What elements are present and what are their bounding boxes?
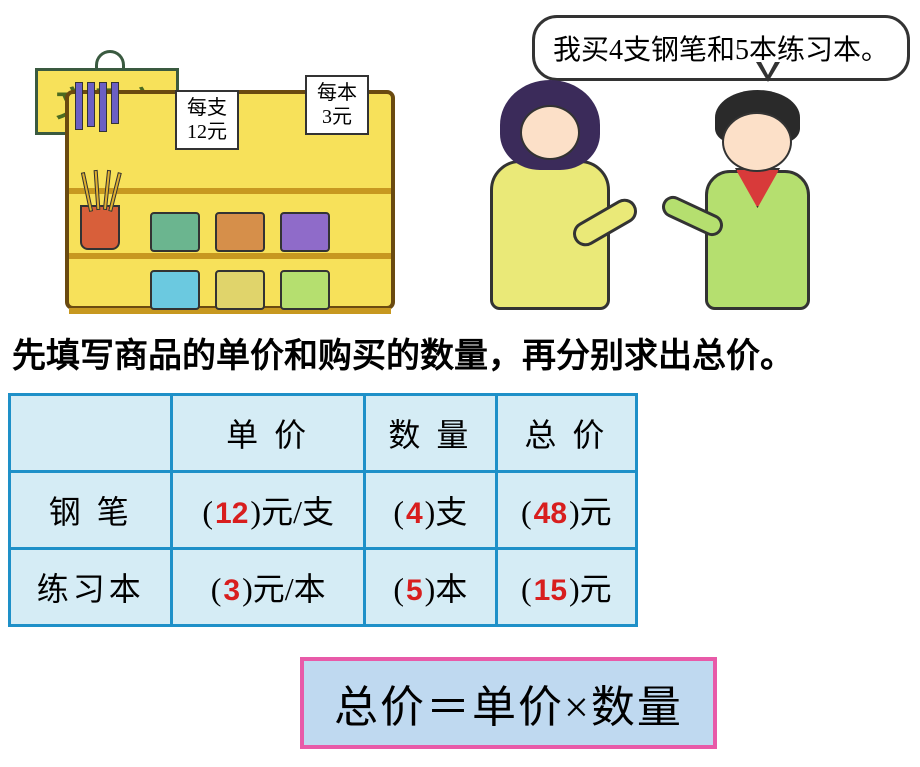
table-row: 练习本 (3)元/本 (5)本 (15)元 <box>10 549 637 626</box>
pen-total-cell: (48)元 <box>496 472 636 549</box>
pen-total-value: 48 <box>532 497 569 530</box>
notebook-total-value: 15 <box>532 574 569 607</box>
book-price-tag: 每本 3元 <box>305 75 369 135</box>
pen-tag-line2: 12元 <box>187 120 227 144</box>
book-tag-line2: 3元 <box>317 105 357 129</box>
pen-price-value: 12 <box>213 497 250 530</box>
notebook-total-unit: 元 <box>580 571 612 607</box>
pen-tag-line1: 每支 <box>187 96 227 120</box>
pen-qty-unit: 支 <box>435 494 467 530</box>
pen-price-tag: 每支 12元 <box>175 90 239 150</box>
table-row: 钢 笔 (12)元/支 (4)支 (48)元 <box>10 472 637 549</box>
pen-price-unit: 元/支 <box>261 494 334 530</box>
header-price: 单 价 <box>172 395 365 472</box>
pen-price-cell: (12)元/支 <box>172 472 365 549</box>
notebook-price-value: 3 <box>221 574 242 607</box>
pencil-cup-icon <box>80 205 120 250</box>
table-header-row: 单 价 数 量 总 价 <box>10 395 637 472</box>
notebook-price-unit: 元/本 <box>253 571 326 607</box>
people-illustration: 我买4支钢笔和5本练习本。 <box>400 0 920 320</box>
table-corner <box>10 395 172 472</box>
header-qty: 数 量 <box>364 395 496 472</box>
shelf-illustration: 文具店 每支 12元 每本 3元 <box>5 60 405 320</box>
sign-hook-icon <box>95 50 125 68</box>
customer-boy-icon <box>680 90 840 320</box>
notebook-qty-unit: 本 <box>435 571 467 607</box>
notebook-qty-value: 5 <box>404 574 425 607</box>
instruction-text: 先填写商品的单价和购买的数量，再分别求出总价。 <box>0 320 920 385</box>
clerk-girl-icon <box>470 80 620 320</box>
pen-qty-cell: (4)支 <box>364 472 496 549</box>
book-tag-line1: 每本 <box>317 81 357 105</box>
speech-bubble: 我买4支钢笔和5本练习本。 <box>532 15 910 81</box>
notebook-total-cell: (15)元 <box>496 549 636 626</box>
notebook-qty-cell: (5)本 <box>364 549 496 626</box>
row-name-notebook: 练习本 <box>10 549 172 626</box>
row-name-pen: 钢 笔 <box>10 472 172 549</box>
speech-tail-icon <box>756 62 780 82</box>
illustration-scene: 文具店 每支 12元 每本 3元 我买4支 <box>0 0 920 320</box>
pen-qty-value: 4 <box>404 497 425 530</box>
header-total: 总 价 <box>496 395 636 472</box>
formula-box: 总价＝单价×数量 <box>300 657 717 749</box>
pens-icon <box>75 82 145 130</box>
price-table: 单 价 数 量 总 价 钢 笔 (12)元/支 (4)支 (48)元 练习本 (… <box>8 393 638 627</box>
notebook-price-cell: (3)元/本 <box>172 549 365 626</box>
pen-total-unit: 元 <box>580 494 612 530</box>
